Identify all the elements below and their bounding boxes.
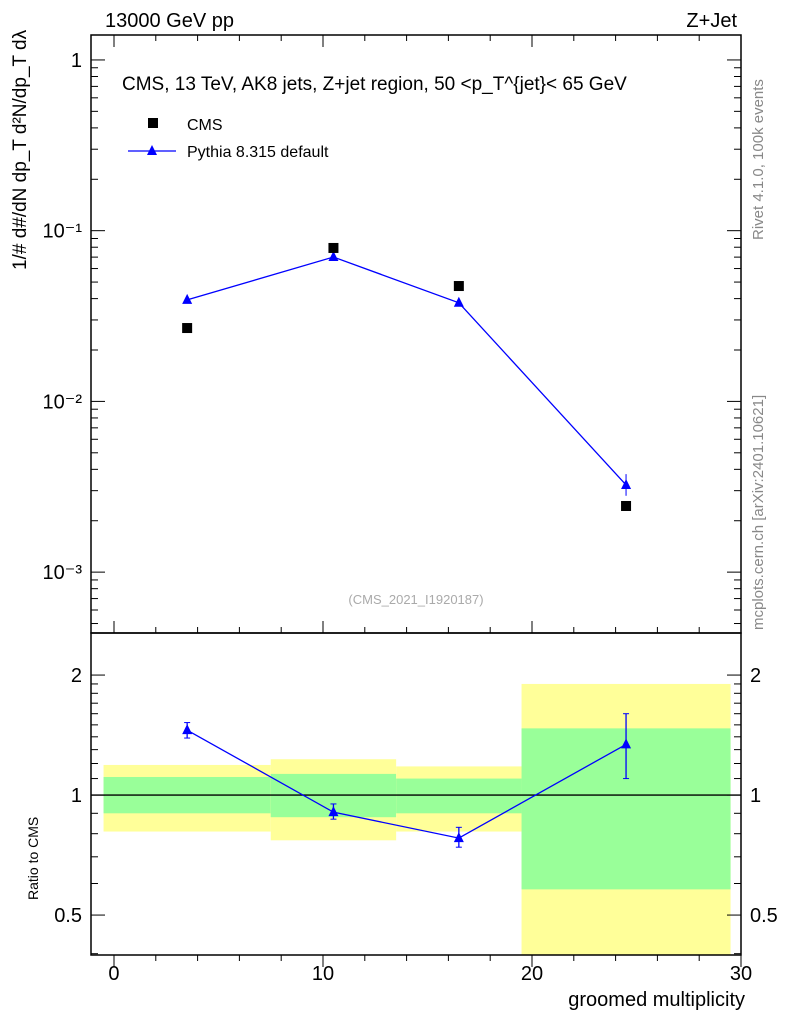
main-ylabel: 1/# d#/dN dp_T d²N/dp_T dλ — [10, 29, 31, 270]
analysis-watermark: (CMS_2021_I1920187) — [348, 592, 483, 607]
pythia-point — [328, 251, 339, 262]
cms-point — [621, 500, 632, 511]
ratio-frame — [90, 632, 742, 956]
x-tick-label: 10 — [312, 963, 334, 985]
ratio-y-tick-label: 1 — [71, 785, 82, 807]
band-green-2 — [396, 778, 522, 814]
ratio-y-tick-label: 2 — [71, 665, 82, 687]
mcplots-info: mcplots.cern.ch [arXiv:2401.10621] — [750, 395, 767, 630]
x-tick-label: 30 — [730, 963, 752, 985]
legend-cms: CMS — [187, 117, 223, 134]
xlabel: groomed multiplicity — [568, 989, 745, 1011]
legend-cms-marker — [148, 118, 158, 128]
ratio-point — [182, 724, 193, 735]
cms-point — [453, 281, 464, 292]
header-left: 13000 GeV pp — [105, 10, 234, 32]
ratio-y-tick-label: 0.5 — [54, 905, 82, 927]
ratio-y-tick-label: 2 — [750, 665, 761, 687]
y-tick-label: 10⁻² — [43, 391, 83, 413]
ratio-y-tick-label: 0.5 — [750, 905, 778, 927]
ratio-point — [621, 738, 632, 749]
y-tick-label: 10⁻³ — [43, 562, 83, 584]
legend-pythia: Pythia 8.315 default — [187, 144, 329, 161]
ratio-point — [453, 832, 464, 843]
cms-point — [182, 323, 193, 334]
ratio-line — [186, 729, 627, 839]
pythia-line — [186, 256, 627, 486]
x-tick-label: 20 — [521, 963, 543, 985]
header-right: Z+Jet — [686, 10, 737, 32]
plot-title: CMS, 13 TeV, AK8 jets, Z+jet region, 50 … — [122, 74, 627, 95]
pythia-point — [453, 296, 464, 307]
y-tick-label: 10⁻¹ — [43, 221, 83, 243]
ratio-point — [328, 806, 339, 817]
pythia-point — [182, 293, 193, 304]
main-panel: 1 10⁻¹ 10⁻² 10⁻³ — [43, 35, 742, 625]
ratio-panel: 0 10 20 30 2 2 1 1 0.5 0.5 — [54, 621, 778, 985]
legend-pythia-marker — [147, 145, 157, 155]
y-tick-label: 1 — [71, 50, 82, 72]
rivet-info: Rivet 4.1.0, 100k events — [750, 79, 767, 240]
pythia-point — [621, 478, 632, 489]
cms-point — [328, 242, 339, 253]
x-tick-label: 0 — [108, 963, 119, 985]
ratio-y-tick-label: 1 — [750, 785, 761, 807]
ratio-ylabel: Ratio to CMS — [25, 817, 41, 900]
